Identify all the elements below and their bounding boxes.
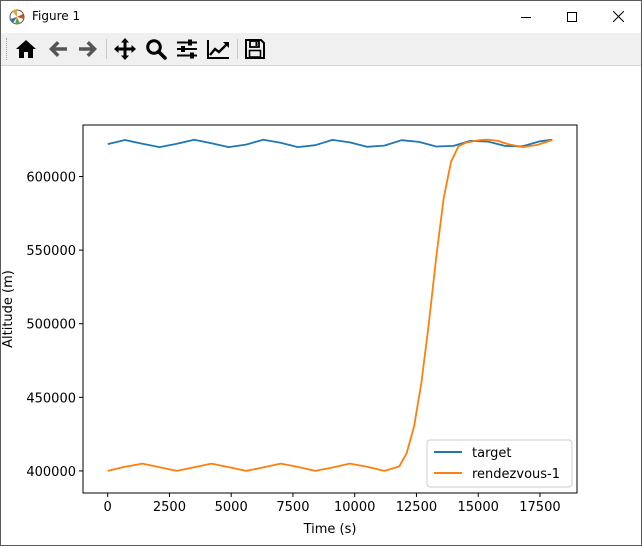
x-tick-label: 15000 xyxy=(458,500,499,515)
x-tick-label: 5000 xyxy=(215,500,248,515)
plot-area xyxy=(83,125,577,493)
x-axis-label: Time (s) xyxy=(303,522,357,537)
home-icon xyxy=(16,40,36,58)
arrow-left-icon xyxy=(49,41,67,57)
matplotlib-logo-icon xyxy=(9,9,25,25)
x-tick-label: 12500 xyxy=(396,500,437,515)
move-icon xyxy=(114,38,136,60)
x-tick-label: 7500 xyxy=(276,500,309,515)
toolbar-grip xyxy=(6,38,9,60)
home-button[interactable] xyxy=(14,37,38,61)
pan-button[interactable] xyxy=(113,37,137,61)
sliders-icon xyxy=(177,39,197,59)
toolbar-separator xyxy=(106,39,107,59)
back-button[interactable] xyxy=(46,37,70,61)
y-tick-label: 500000 xyxy=(26,318,76,333)
zoom-button[interactable] xyxy=(144,37,168,61)
axes-frame xyxy=(82,124,578,494)
forward-button[interactable] xyxy=(76,37,100,61)
title-bar[interactable]: Figure 1 xyxy=(1,1,641,32)
y-tick-label: 600000 xyxy=(26,171,76,186)
minimize-icon xyxy=(521,16,531,18)
legend-label-rendezvous-1: rendezvous-1 xyxy=(472,467,560,482)
legend-label-target: target xyxy=(472,446,512,461)
close-button[interactable] xyxy=(595,1,641,32)
legend: target rendezvous-1 xyxy=(426,439,573,488)
line-chart[interactable]: 0 2500 5000 7500 10000 12500 15000 17500 400000… xyxy=(1,66,641,545)
minimize-button[interactable] xyxy=(503,1,549,32)
maximize-button[interactable] xyxy=(549,1,595,32)
x-tick-label: 0 xyxy=(104,500,112,515)
series-line-rendezvous-1 xyxy=(107,138,553,472)
series-layer xyxy=(107,138,553,472)
navigation-toolbar xyxy=(1,33,641,66)
floppy-disk-icon xyxy=(245,39,265,59)
window-title: Figure 1 xyxy=(32,9,81,23)
arrow-right-icon xyxy=(79,41,97,57)
x-tick-label: 10000 xyxy=(334,500,375,515)
configure-subplots-button[interactable] xyxy=(175,37,199,61)
x-axis: 0 2500 5000 7500 10000 12500 15000 17500 xyxy=(104,493,561,515)
save-button[interactable] xyxy=(243,37,267,61)
close-icon xyxy=(612,11,624,22)
magnifier-icon xyxy=(146,39,167,60)
toolbar-separator xyxy=(237,39,238,59)
x-tick-label: 17500 xyxy=(519,500,560,515)
legend-box xyxy=(426,439,573,488)
y-tick-label: 450000 xyxy=(26,391,76,406)
y-tick-label: 550000 xyxy=(26,244,76,259)
maximize-icon xyxy=(567,11,577,22)
edit-axis-button[interactable] xyxy=(206,37,230,61)
figure-canvas[interactable]: 0 2500 5000 7500 10000 12500 15000 17500 400000… xyxy=(1,66,641,545)
y-tick-label: 400000 xyxy=(26,465,76,480)
y-axis-label: Altitude (m) xyxy=(1,270,16,348)
line-chart-icon xyxy=(207,40,229,59)
series-line-target xyxy=(107,138,553,148)
y-axis: 400000 450000 500000 550000 600000 xyxy=(26,171,83,480)
x-tick-label: 2500 xyxy=(153,500,186,515)
